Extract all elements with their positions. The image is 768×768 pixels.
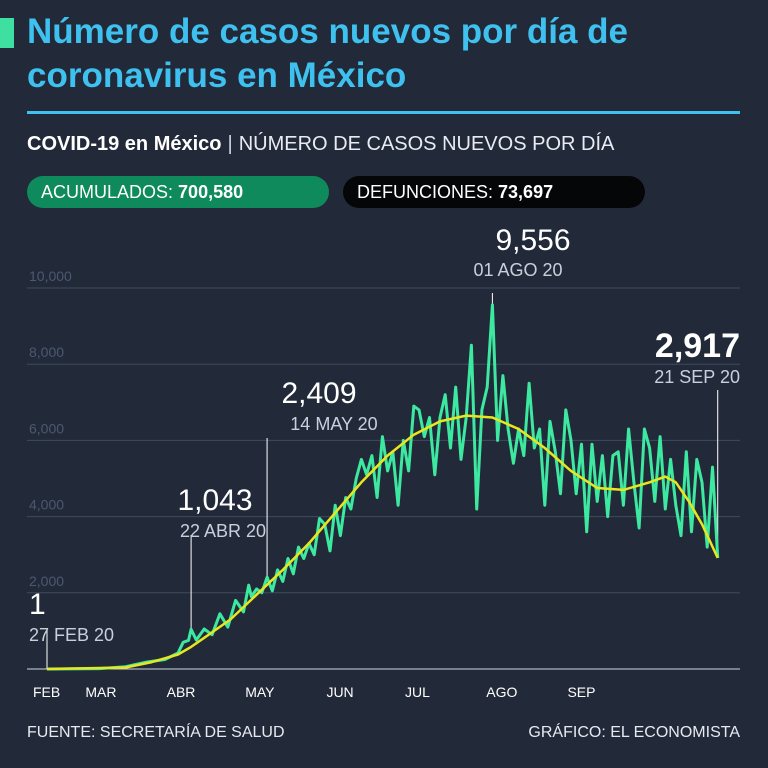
y-tick-label: 6,000 bbox=[29, 420, 64, 436]
x-tick-label: JUN bbox=[326, 684, 353, 700]
annotation-date: 21 SEP 20 bbox=[654, 367, 740, 387]
annotation-value: 2,409 bbox=[281, 377, 356, 410]
trend-line bbox=[46, 414, 719, 671]
accumulated-label: ACUMULADOS: bbox=[41, 182, 174, 202]
annotation-value: 1 bbox=[29, 588, 46, 621]
x-tick-label: MAY bbox=[245, 684, 275, 700]
x-tick-label: AGO bbox=[486, 684, 517, 700]
title-divider bbox=[27, 111, 740, 114]
annotation-date: 27 FEB 20 bbox=[29, 625, 114, 645]
x-tick-label: ABR bbox=[167, 684, 196, 700]
annotation-date: 14 MAY 20 bbox=[290, 414, 377, 434]
title-accent-bar bbox=[0, 18, 14, 48]
x-tick-label: JUL bbox=[405, 684, 430, 700]
y-tick-label: 8,000 bbox=[29, 344, 64, 360]
chart-subtitle: COVID-19 en México | NÚMERO DE CASOS NUEVO… bbox=[27, 133, 614, 156]
daily-cases-line bbox=[46, 303, 720, 671]
y-tick-label: 4,000 bbox=[29, 497, 64, 513]
annotation-value: 1,043 bbox=[177, 484, 252, 517]
deaths-label: DEFUNCIONES: bbox=[357, 182, 494, 202]
x-tick-label: SEP bbox=[567, 684, 595, 700]
source-note: FUENTE: SECRETARÍA DE SALUD bbox=[27, 724, 285, 741]
annotation-date: 22 ABR 20 bbox=[180, 521, 266, 541]
accumulated-badge: ACUMULADOS: 700,580 bbox=[27, 176, 329, 208]
annotation-value: 9,556 bbox=[495, 224, 570, 257]
y-tick-label: 2,000 bbox=[29, 573, 64, 589]
deaths-badge: DEFUNCIONES: 73,697 bbox=[343, 176, 645, 208]
subtitle-detail: NÚMERO DE CASOS NUEVOS POR DÍA bbox=[238, 133, 615, 155]
annotation-value: 2,917 bbox=[655, 327, 740, 365]
x-tick-label: FEB bbox=[33, 684, 60, 700]
deaths-value: 73,697 bbox=[498, 182, 554, 202]
credit-note: GRÁFICO: EL ECONOMISTA bbox=[528, 724, 740, 741]
y-tick-label: 10,000 bbox=[29, 268, 72, 284]
subtitle-strong: COVID-19 en México bbox=[27, 133, 222, 155]
annotation-date: 01 AGO 20 bbox=[473, 260, 562, 280]
accumulated-value: 700,580 bbox=[178, 182, 244, 202]
subtitle-separator: | bbox=[227, 133, 233, 155]
x-tick-label: MAR bbox=[85, 684, 116, 700]
page-title: Número de casos nuevos por día de corona… bbox=[27, 12, 628, 95]
